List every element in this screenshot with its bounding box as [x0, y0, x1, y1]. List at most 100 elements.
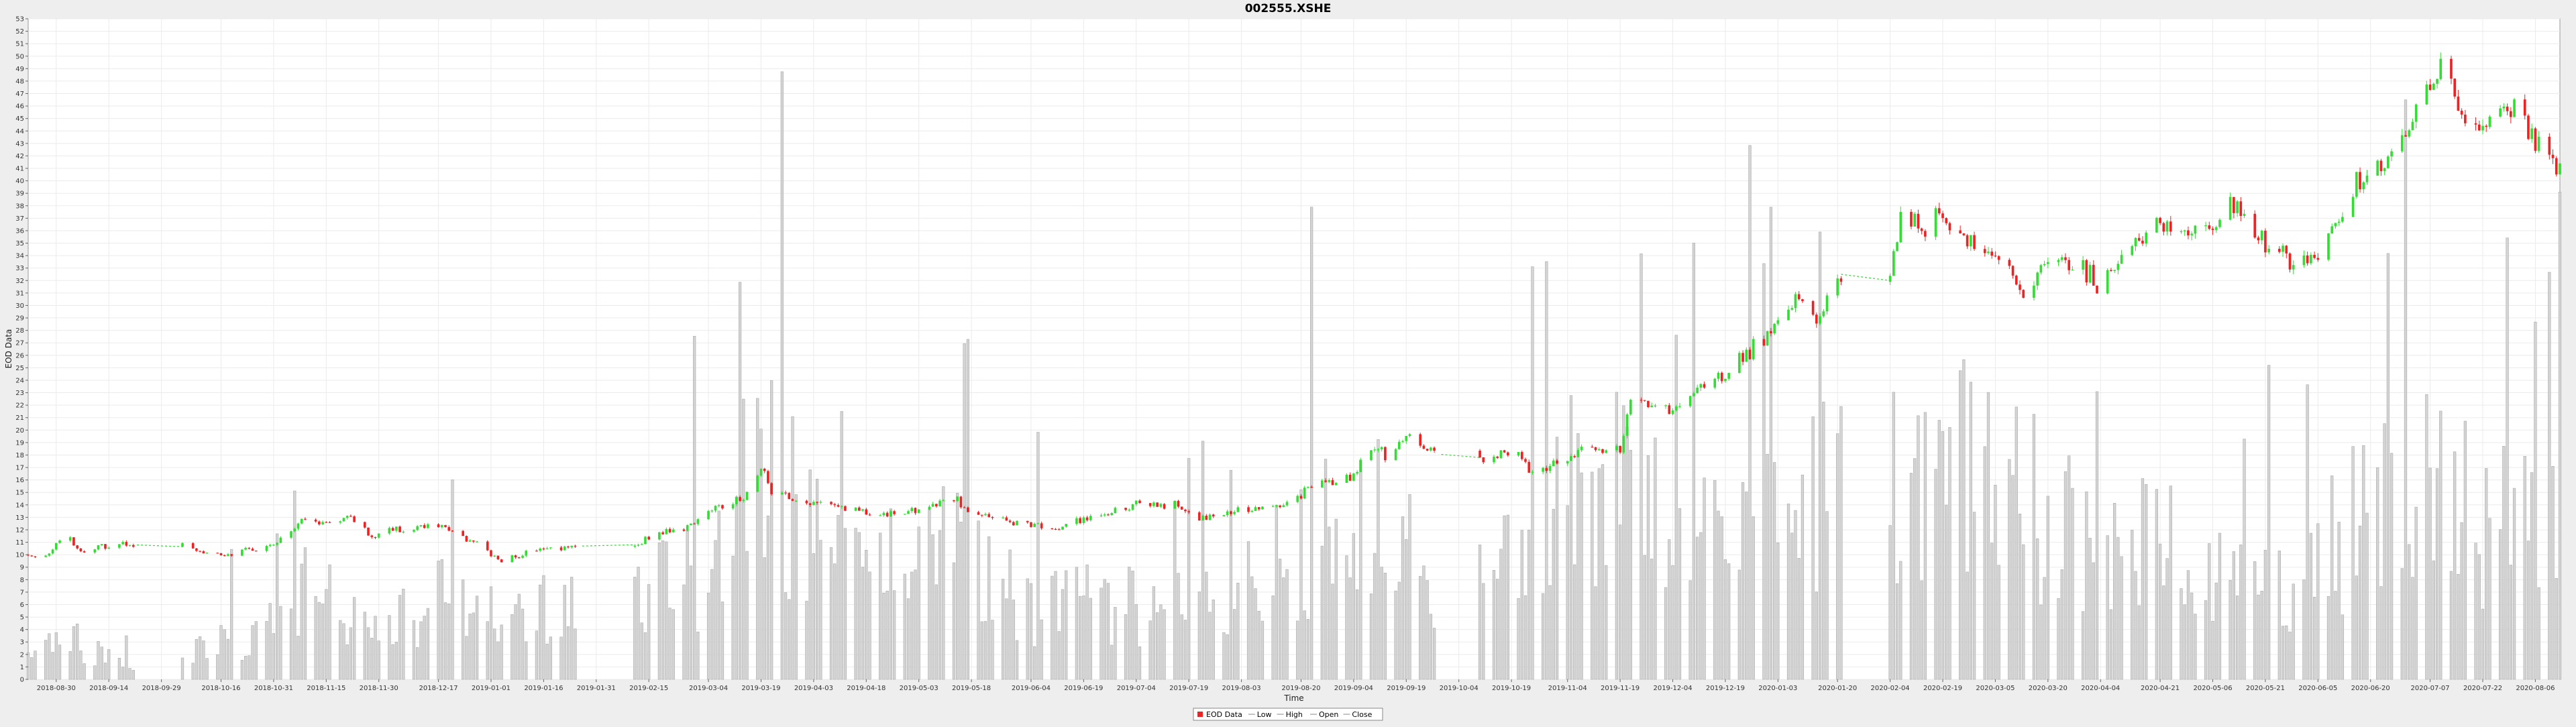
candle-body	[251, 549, 254, 551]
candle-body	[812, 502, 815, 505]
y-tick-label: 32	[15, 278, 24, 285]
volume-bar	[2306, 384, 2309, 680]
candle-body	[416, 526, 419, 530]
volume-bar	[103, 663, 107, 680]
candle-body	[665, 528, 668, 535]
volume-bar	[1923, 412, 1927, 680]
volume-bar	[952, 562, 956, 680]
volume-bar	[1597, 468, 1601, 680]
candle-body	[1934, 208, 1937, 237]
volume-bar	[840, 411, 843, 680]
candle-body	[1230, 511, 1232, 514]
volume-bar	[1075, 567, 1079, 680]
candle-body	[731, 504, 735, 509]
y-tick-label: 43	[15, 140, 24, 148]
x-tick-label: 2019-07-19	[1169, 685, 1208, 692]
volume-bar	[2260, 591, 2263, 680]
volume-bar	[1959, 370, 1962, 680]
volume-bar	[1397, 581, 1401, 680]
candle-body	[1198, 512, 1201, 521]
y-tick-label: 13	[15, 514, 24, 522]
volume-bar	[2109, 609, 2113, 680]
volume-bar	[1103, 579, 1106, 680]
volume-bar	[1282, 577, 1285, 680]
volume-bar	[1541, 593, 1545, 680]
volume-bar	[1720, 516, 1723, 680]
volume-bar	[956, 492, 959, 680]
candle-body	[131, 545, 135, 547]
volume-bar	[1033, 646, 1036, 680]
candle-body	[1426, 449, 1429, 451]
candle-body	[910, 508, 914, 512]
volume-bar	[100, 647, 103, 680]
volume-bar	[363, 612, 366, 680]
y-tick-label: 10	[15, 552, 24, 559]
candle-body	[1324, 480, 1327, 482]
volume-bar	[1320, 545, 1324, 680]
candle-body	[2106, 270, 2109, 294]
candle-body	[1310, 486, 1313, 488]
y-tick-label: 4	[20, 626, 24, 634]
volume-bar	[738, 282, 742, 680]
candle-body	[1107, 514, 1110, 516]
volume-bar	[1776, 543, 1780, 680]
candle-body	[1748, 349, 1752, 359]
volume-bar	[914, 569, 917, 680]
candle-body	[745, 492, 749, 500]
volume-bar	[2400, 568, 2404, 680]
candle-body	[1745, 349, 1748, 362]
x-tick-label: 2019-05-18	[952, 685, 991, 692]
candle-body	[1356, 471, 1358, 474]
volume-bar	[1099, 588, 1103, 680]
candle-body	[2190, 233, 2193, 235]
candle-body	[2362, 182, 2365, 190]
candle-body	[223, 555, 226, 557]
volume-bar	[1692, 243, 1696, 680]
volume-bar	[1296, 620, 1299, 680]
volume-bar	[892, 590, 896, 680]
volume-bar	[2408, 544, 2411, 680]
volume-bar	[1674, 335, 1678, 680]
candle-body	[2211, 229, 2214, 230]
candle-body	[2165, 221, 2169, 232]
volume-bar	[1962, 359, 1966, 680]
x-tick-label: 2020-07-07	[2411, 685, 2450, 692]
volume-bar	[1026, 578, 1029, 680]
volume-bar	[317, 602, 321, 680]
candle-body	[1250, 510, 1254, 512]
candle-body	[1773, 323, 1776, 333]
x-tick-label: 2019-08-20	[1281, 685, 1320, 692]
candle-body	[1801, 299, 1804, 301]
volume-bar	[2068, 455, 2071, 680]
candle-body	[1201, 515, 1204, 521]
candle-body	[2214, 227, 2218, 230]
volume-bar	[1275, 505, 1278, 680]
volume-bar	[48, 633, 51, 680]
candle-body	[314, 519, 317, 522]
candle-body	[1531, 471, 1534, 473]
volume-bar	[423, 616, 426, 680]
candle-body	[2408, 130, 2411, 137]
candle-body	[2292, 265, 2295, 270]
volume-bar	[2229, 579, 2232, 680]
volume-bar	[1699, 532, 1703, 680]
candle-body	[2359, 172, 2361, 190]
y-tick-label: 18	[15, 452, 24, 459]
candle-body	[977, 512, 980, 515]
volume-bar	[1079, 596, 1082, 680]
candle-body	[1408, 434, 1411, 437]
candle-body	[2355, 172, 2358, 197]
candle-body	[2183, 230, 2186, 231]
candle-body	[1163, 504, 1166, 509]
volume-bar	[1580, 472, 1583, 680]
volume-bar	[931, 534, 934, 680]
candle-body	[1085, 517, 1089, 520]
volume-bar	[240, 660, 244, 680]
x-tick-label: 2020-03-05	[1976, 685, 2015, 692]
volume-bar	[2435, 468, 2439, 680]
volume-bar	[959, 521, 963, 680]
volume-bar	[1801, 474, 1805, 680]
volume-bar	[1797, 558, 1801, 680]
candles	[27, 52, 2561, 563]
volume-bar	[710, 569, 714, 680]
